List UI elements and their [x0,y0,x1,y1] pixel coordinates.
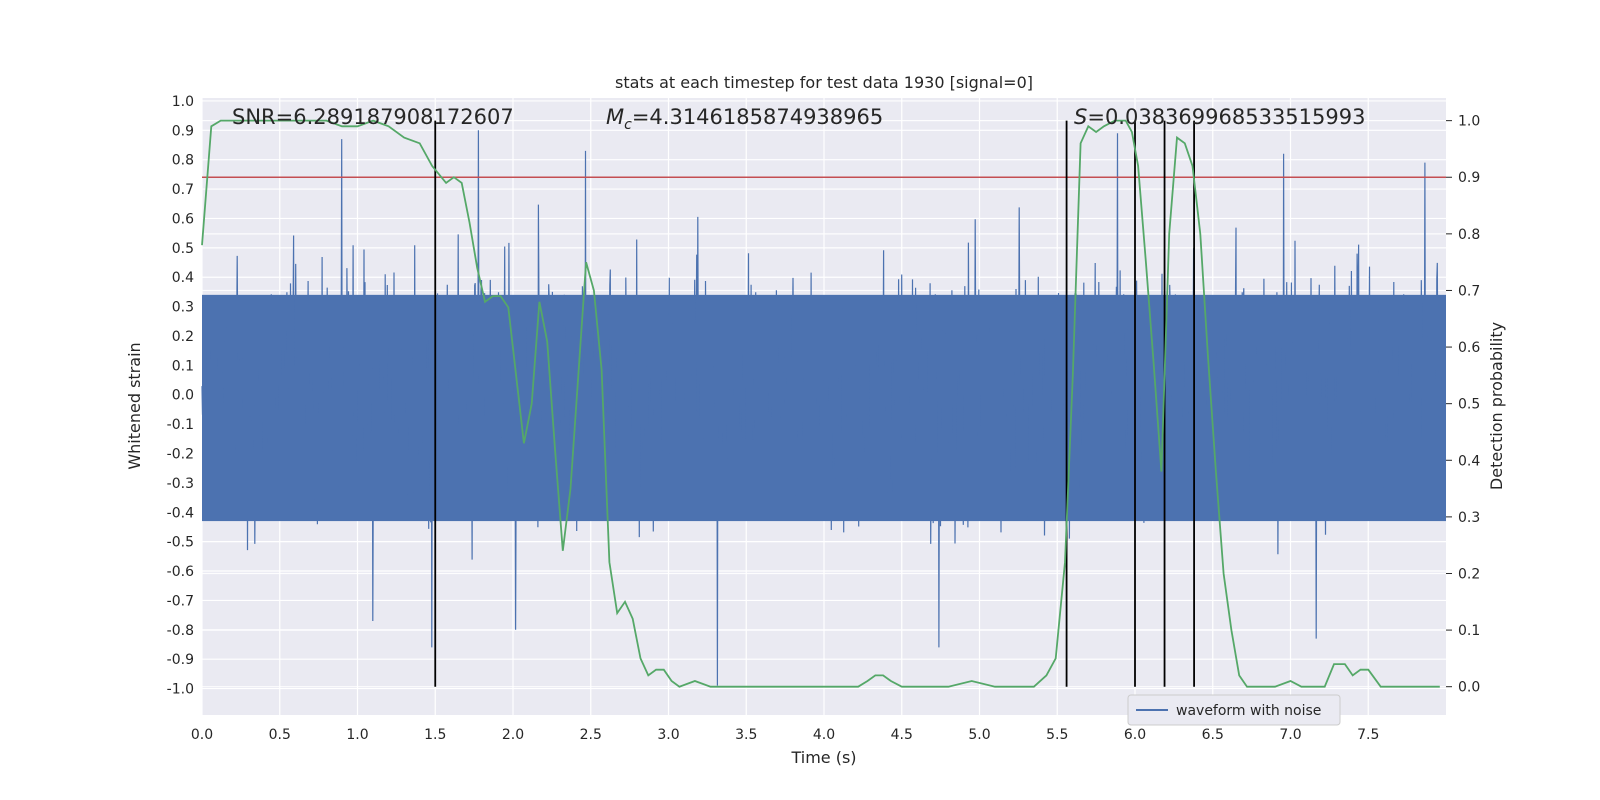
x-tick-label: 5.0 [968,727,990,743]
x-tick-label: 7.5 [1357,727,1379,743]
y-left-tick-label: 0.9 [172,123,194,139]
y-left-tick-label: -0.5 [167,535,194,551]
x-tick-label: 2.5 [580,727,602,743]
x-tick-label: 6.5 [1202,727,1224,743]
x-axis-label: Time (s) [790,748,856,767]
y-left-tick-label: -0.1 [167,417,194,433]
legend-box [1127,694,1341,726]
y-right-tick-label: 1.0 [1458,114,1480,130]
x-tick-label: 3.5 [735,727,757,743]
y-left-tick-label: -0.9 [167,652,194,668]
y-axis-left-label: Whitened strain [125,342,144,469]
waveform-trace [201,130,1445,686]
right-axis-ticks: 0.0 0.1 0.2 0.3 0.4 0.5 0.6 0.7 0.8 0.9 1.0 [1446,114,1480,696]
legend-label: waveform with noise [1176,703,1321,719]
y-left-tick-label: 0.3 [172,300,194,316]
y-right-tick-label: 0.9 [1458,170,1480,186]
x-tick-label: 1.0 [346,727,368,743]
y-left-tick-label: 0.0 [172,388,194,404]
y-right-tick-label: 0.8 [1458,227,1480,243]
x-tick-label: 2.0 [502,727,524,743]
y-left-tick-label: -0.4 [167,505,194,521]
s-annotation: S=0.038369968533515993 [1074,105,1365,129]
y-right-tick-label: 0.2 [1458,566,1480,582]
y-left-tick-label: 0.2 [172,329,194,345]
y-left-tick-label: -0.6 [167,564,194,580]
event-lines [434,120,1195,687]
chart-title: stats at each timestep for test data 193… [615,73,1033,92]
y-right-tick-label: 0.0 [1458,680,1480,696]
x-tick-label: 0.0 [191,727,213,743]
y-right-tick-label: 0.5 [1458,397,1480,413]
y-right-tick-label: 0.3 [1458,510,1480,526]
y-left-tick-label: 0.8 [172,153,194,169]
x-tick-label: 1.5 [424,727,446,743]
snr-annotation: SNR=6.289187908172607 [232,105,514,129]
y-left-tick-label: -0.3 [167,476,194,492]
y-right-tick-label: 0.7 [1458,283,1480,299]
y-right-tick-label: 0.4 [1458,453,1480,469]
x-tick-label: 0.5 [269,727,291,743]
y-left-tick-label: 0.4 [172,270,194,286]
y-left-tick-label: -0.2 [167,447,194,463]
probability-line [201,119,1440,688]
x-tick-label: 3.0 [657,727,679,743]
y-left-tick-label: -1.0 [167,682,194,698]
x-tick-label: 7.0 [1279,727,1301,743]
y-left-tick-label: 0.1 [172,358,194,374]
y-left-tick-label: 0.5 [172,241,194,257]
legend: waveform with noise [1127,694,1341,726]
y-left-tick-label: -0.8 [167,623,194,639]
waveform-series [201,130,1446,686]
x-axis-ticks: 0.0 0.5 1.0 1.5 2.0 2.5 3.0 3.5 4.0 4.5 5.0 5.5 6.0 6… [191,727,1380,743]
y-left-tick-label: 0.6 [172,211,194,227]
y-right-tick-label: 0.1 [1458,623,1480,639]
y-axis-right-label: Detection probability [1487,322,1506,490]
left-axis-ticks: 1.0 0.9 0.8 0.7 0.6 0.5 0.4 0.3 0.2 0.1 0.0 -0.1 -0.… [167,94,194,698]
y-left-tick-label: 0.7 [172,182,194,198]
y-left-tick-label: -0.7 [167,593,194,609]
x-tick-label: 4.0 [813,727,835,743]
x-tick-label: 6.0 [1124,727,1146,743]
chirp-mass-annotation: Mc=4.3146185874938965 [606,105,883,133]
y-left-tick-label: 1.0 [172,94,194,110]
x-tick-label: 4.5 [891,727,913,743]
x-tick-label: 5.5 [1046,727,1068,743]
y-right-tick-label: 0.6 [1458,340,1480,356]
